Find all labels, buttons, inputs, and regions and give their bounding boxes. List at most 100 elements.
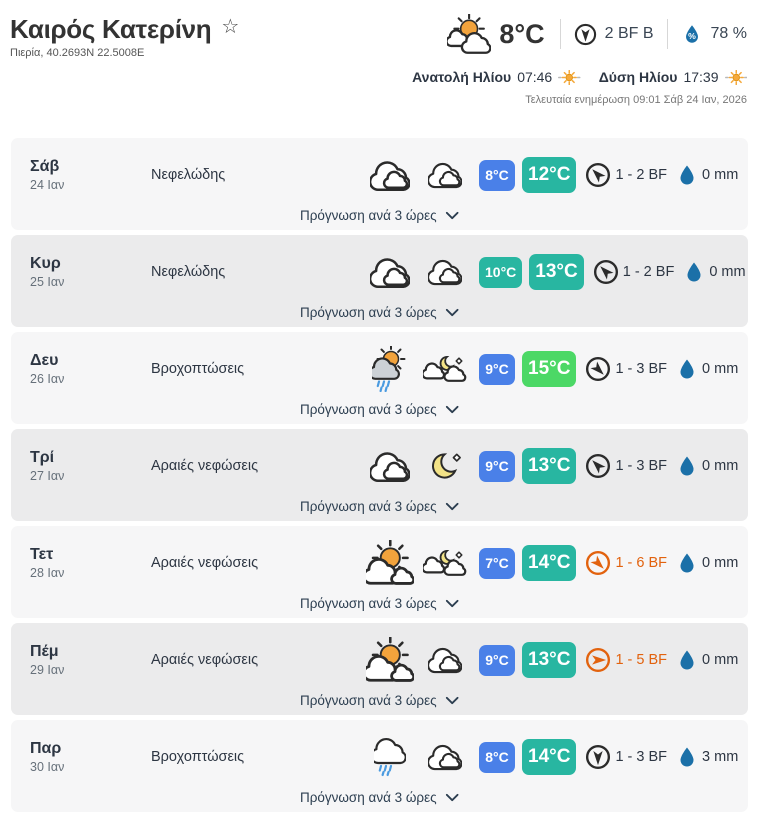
moon-cloud-star-icon (421, 355, 469, 383)
moon-cloud-star-icon (421, 549, 469, 577)
expand-3hour-forecast-button[interactable]: Πρόγνωση ανά 3 ώρες (11, 499, 748, 514)
temp-low-badge: 9°C (479, 353, 515, 385)
clouds-icon (421, 646, 469, 674)
sun-cloud-icon (359, 540, 421, 586)
weather-description: Βροχοπτώσεις (151, 361, 245, 377)
temp-low-badge: 9°C (479, 644, 515, 676)
droplet-icon (675, 648, 699, 672)
expand-3hour-forecast-button[interactable]: Πρόγνωση ανά 3 ώρες (11, 693, 748, 708)
chevron-down-icon (445, 696, 459, 705)
wind-speed: 1 - 2 BF (622, 264, 675, 280)
droplet-icon (675, 454, 699, 478)
chevron-down-icon (445, 405, 459, 414)
sunrise-label: Ανατολή Ηλίου (412, 69, 512, 85)
forecast-row: Τρί 27 Ιαν Αραιές νεφώσεις 9°C 13°C 1 - … (11, 429, 748, 521)
temp-low-badge: 10°C (479, 256, 523, 288)
expand-3hour-forecast-button[interactable]: Πρόγνωση ανά 3 ώρες (11, 208, 748, 223)
day-date: 26 Ιαν (30, 372, 65, 386)
clouds-icon (421, 258, 469, 286)
temp-high-badge: 14°C (522, 545, 577, 581)
droplet-icon (682, 260, 706, 284)
temp-high-badge: 14°C (522, 739, 577, 775)
wind-speed: 1 - 3 BF (615, 458, 668, 474)
forecast-row: Παρ 30 Ιαν Βροχοπτώσεις 8°C 14°C 1 - 3 B… (11, 720, 748, 812)
day-date: 24 Ιαν (30, 178, 65, 192)
sun-times: Ανατολή Ηλίου 07:46 Δύση Ηλίου 17:39 (412, 69, 747, 85)
temp-high-badge: 13°C (522, 642, 577, 678)
day-name: Κυρ (30, 255, 61, 272)
moon-star-icon (421, 451, 469, 482)
day-date: 27 Ιαν (30, 469, 65, 483)
wind-speed: 1 - 6 BF (615, 555, 668, 571)
wind-speed: 1 - 2 BF (615, 167, 668, 183)
current-wind: 2 BF B (604, 25, 654, 42)
precipitation-amount: 3 mm (702, 749, 739, 765)
current-weather-icon (447, 14, 492, 54)
expand-label: Πρόγνωση ανά 3 ώρες (299, 499, 437, 514)
expand-3hour-forecast-button[interactable]: Πρόγνωση ανά 3 ώρες (11, 305, 748, 320)
temp-low-badge: 7°C (479, 547, 515, 579)
forecast-row: Δευ 26 Ιαν Βροχοπτώσεις 9°C 15°C 1 - 3 B… (11, 332, 748, 424)
clouds-icon (421, 743, 469, 771)
favorite-star-icon[interactable]: ☆ (221, 16, 240, 38)
svg-text:%: % (688, 31, 696, 41)
weather-description: Αραιές νεφώσεις (151, 458, 259, 474)
temp-high-badge: 12°C (522, 157, 577, 193)
rain-cloud-icon (359, 737, 421, 777)
expand-3hour-forecast-button[interactable]: Πρόγνωση ανά 3 ώρες (11, 790, 748, 805)
forecast-row: Σάβ 24 Ιαν Νεφελώδης 8°C 12°C 1 - 2 BF 0… (11, 138, 748, 230)
expand-3hour-forecast-button[interactable]: Πρόγνωση ανά 3 ώρες (11, 596, 748, 611)
current-conditions: 8°C 2 BF B % 78 % (447, 14, 747, 54)
divider (666, 19, 668, 49)
clouds-icon (421, 161, 469, 189)
expand-3hour-forecast-button[interactable]: Πρόγνωση ανά 3 ώρες (11, 402, 748, 417)
header: Καιρός Κατερίνη ☆ Πιερία, 40.2693N 22.50… (0, 0, 759, 138)
clouds-icon (359, 450, 421, 483)
clouds-icon (359, 159, 421, 192)
wind-compass-icon (574, 23, 597, 46)
weather-description: Αραιές νεφώσεις (151, 652, 259, 668)
sunset-time: 17:39 (683, 69, 719, 85)
clouds-icon (359, 256, 421, 289)
expand-label: Πρόγνωση ανά 3 ώρες (299, 208, 437, 223)
temp-low-badge: 9°C (479, 450, 515, 482)
droplet-icon (675, 551, 699, 575)
chevron-down-icon (445, 211, 459, 220)
forecast-row: Κυρ 25 Ιαν Νεφελώδης 10°C 13°C 1 - 2 BF … (11, 235, 748, 327)
temp-low-badge: 8°C (479, 741, 515, 773)
wind-direction-icon (585, 162, 611, 188)
precipitation-amount: 0 mm (702, 555, 739, 571)
chevron-down-icon (445, 599, 459, 608)
day-name: Πέμ (30, 643, 59, 660)
temp-high-badge: 15°C (522, 351, 577, 387)
wind-speed: 1 - 3 BF (615, 361, 668, 377)
droplet-icon (675, 163, 699, 187)
temp-high-badge: 13°C (529, 254, 584, 290)
weather-description: Νεφελώδης (151, 167, 226, 183)
current-humidity: 78 % (710, 25, 747, 42)
precipitation-amount: 0 mm (702, 458, 739, 474)
wind-direction-icon (585, 453, 611, 479)
chevron-down-icon (445, 308, 459, 317)
expand-label: Πρόγνωση ανά 3 ώρες (299, 402, 437, 417)
day-date: 30 Ιαν (30, 760, 65, 774)
wind-speed: 1 - 3 BF (615, 749, 668, 765)
weather-description: Βροχοπτώσεις (151, 749, 245, 765)
weather-description: Αραιές νεφώσεις (151, 555, 259, 571)
wind-direction-icon (585, 744, 611, 770)
precipitation-amount: 0 mm (702, 652, 739, 668)
day-name: Παρ (30, 740, 62, 757)
day-date: 25 Ιαν (30, 275, 65, 289)
weather-description: Νεφελώδης (151, 264, 226, 280)
expand-label: Πρόγνωση ανά 3 ώρες (299, 693, 437, 708)
wind-speed: 1 - 5 BF (615, 652, 668, 668)
day-date: 29 Ιαν (30, 663, 65, 677)
day-date: 28 Ιαν (30, 566, 65, 580)
wind-direction-icon (593, 259, 619, 285)
precipitation-amount: 0 mm (709, 264, 746, 280)
day-name: Δευ (30, 352, 59, 369)
expand-label: Πρόγνωση ανά 3 ώρες (299, 305, 437, 320)
divider (559, 19, 561, 49)
humidity-droplet-icon: % (681, 23, 703, 45)
last-update: Τελευταία ενημέρωση 09:01 Σάβ 24 Ιαν, 20… (525, 94, 747, 106)
